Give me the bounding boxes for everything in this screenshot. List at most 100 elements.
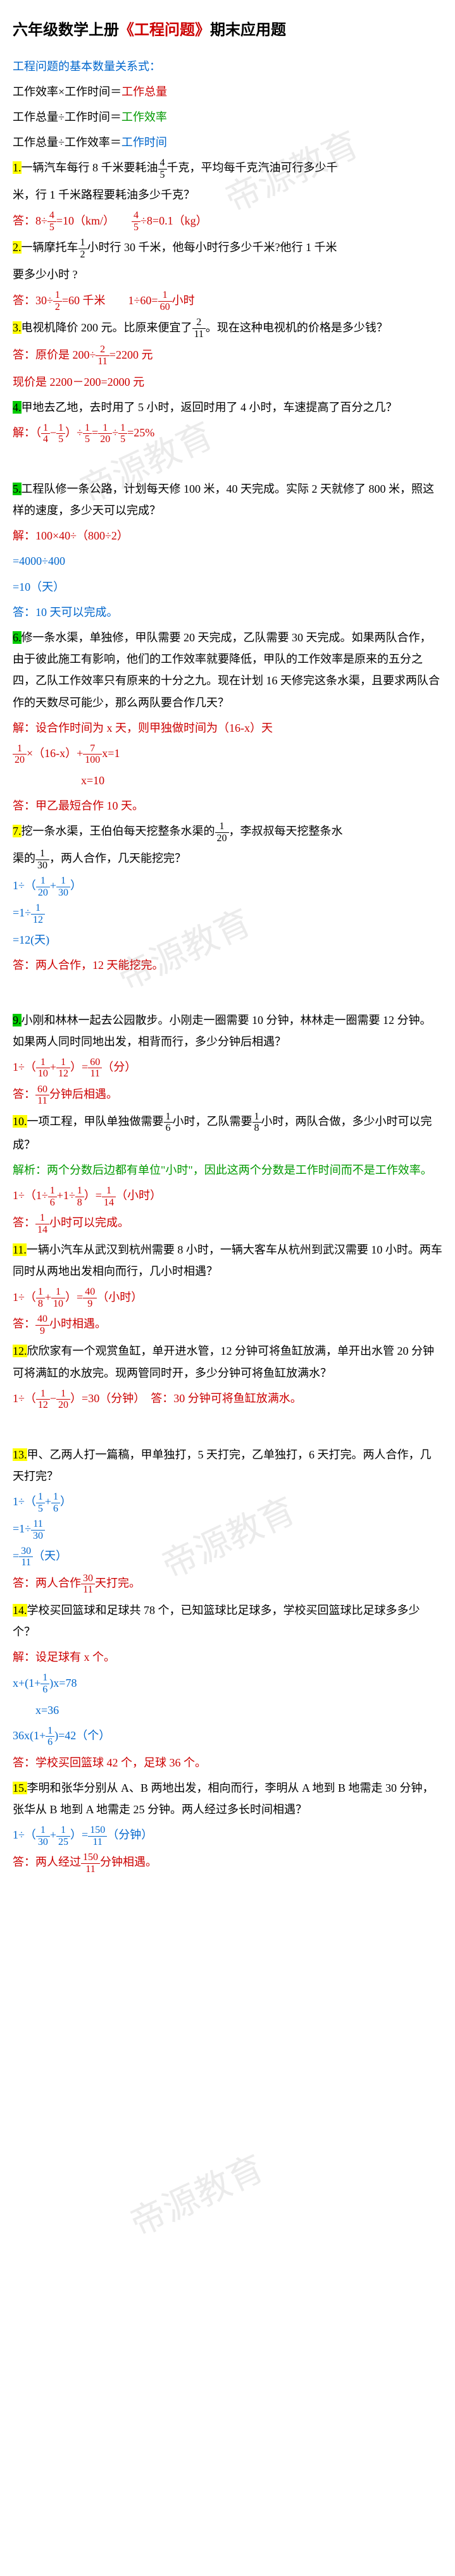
- q13-a3t: =1÷: [13, 1522, 31, 1535]
- q1-num: 1.: [13, 161, 22, 174]
- q11-an2: 小时相遇。: [49, 1317, 106, 1330]
- q3-a1: 原价是 200÷: [35, 348, 96, 361]
- q7-num: 7.: [13, 825, 22, 837]
- q10-b: 小时，乙队需要: [173, 1115, 252, 1128]
- q4-a: 甲地去乙地，去时用了 5 小时，返回时用了 4 小时，车速提高了百分之几？: [22, 401, 397, 414]
- q7-a4: =12(天): [13, 929, 442, 951]
- q13-a1: 1÷（15+16）: [13, 1491, 442, 1514]
- q11: 11.一辆小汽车从武汉到杭州需要 8 小时，一辆大客车从杭州到武汉需要 10 小…: [13, 1239, 442, 1282]
- intro-1: 工程问题的基本数量关系式：: [13, 56, 442, 77]
- title-post: 期末应用题: [210, 22, 286, 39]
- q9-ans: 1÷（110+112）=6011（分）: [13, 1056, 442, 1080]
- q10-ansb: 答：114小时可以完成。: [13, 1212, 442, 1235]
- q7-a: 挖一条水渠，王伯伯每天挖整条水渠的: [22, 825, 215, 837]
- q11-a1: 1÷（: [13, 1291, 36, 1303]
- q5: 5.工程队修一条公路，计划每天修 100 米，40 天完成。实际 2 天就修了 …: [13, 478, 442, 521]
- q5-num: 5.: [13, 483, 22, 495]
- q10-a1: 1÷（1÷: [13, 1189, 48, 1202]
- q13-num: 13.: [13, 1448, 27, 1461]
- intro-3b: 工作效率: [122, 111, 167, 123]
- q1c: 米，行 1 千米路程要耗油多少千克？: [13, 184, 442, 206]
- intro-3a: 工作总量÷工作时间＝: [13, 111, 122, 123]
- q2-b: 小时行 30 千米，他每小时行多少千米?他行 1 千米: [87, 241, 337, 254]
- q6: 6.修一条水渠，单独修，甲队需要 20 天完成，乙队需要 30 天完成。如果两队…: [13, 627, 442, 713]
- q2c: 要多少小时 ?: [13, 264, 442, 285]
- q14: 14.学校买回篮球和足球共 78 个，已知篮球比足球多，学校买回篮球比足球多多少…: [13, 1599, 442, 1642]
- q15-a1: 1÷（: [13, 1828, 36, 1841]
- q14-ans: 答：学校买回篮球 42 个，足球 36 个。: [13, 1752, 442, 1773]
- q3-ans1: 答：原价是 200÷211=2200 元: [13, 344, 442, 367]
- q6-a3t: x=10: [81, 774, 104, 787]
- q4: 4.甲地去乙地，去时用了 5 小时，返回时用了 4 小时，车速提高了百分之几？: [13, 397, 442, 418]
- q11-num: 11.: [13, 1243, 27, 1256]
- q7: 7.挖一条水渠，王伯伯每天挖整条水渠的120，李叔叔每天挖整条水: [13, 820, 442, 844]
- q9-an2: 分钟后相遇。: [49, 1088, 118, 1100]
- q14-a2: x+(1+16)x=78: [13, 1672, 442, 1696]
- q12-num: 12.: [13, 1345, 27, 1357]
- title-red: 《工程问题》: [119, 22, 210, 39]
- q2-ans: 答：30÷12=60 千米 1÷60=160小时: [13, 290, 442, 313]
- q14-a4: x=36: [13, 1699, 442, 1721]
- q10: 10.一项工程，甲队单独做需要16小时，乙队需要18小时，两队合做，多少小时可以…: [13, 1111, 442, 1156]
- q11-ans: 1÷（18+110）=409（小时）: [13, 1286, 442, 1310]
- q9: 9.小刚和林林一起去公园散步。小刚走一圈需要 10 分钟，林林走一圈需要 12 …: [13, 1009, 442, 1052]
- q14-num: 14.: [13, 1604, 27, 1617]
- q4-ap: 解：: [13, 426, 35, 439]
- title-pre: 六年级数学上册: [13, 22, 119, 39]
- q5-a: 工程队修一条公路，计划每天修 100 米，40 天完成。实际 2 天就修了 80…: [13, 483, 434, 517]
- q11-a2: ）=: [65, 1291, 83, 1303]
- q12: 12.欣欣家有一个观赏鱼缸，单开进水管，12 分钟可将鱼缸放满，单开出水管 20…: [13, 1340, 442, 1383]
- q11-a: 一辆小汽车从武汉到杭州需要 8 小时，一辆大客车从杭州到武汉需要 10 小时。两…: [13, 1243, 442, 1278]
- q7-a3t: =1÷: [13, 906, 31, 919]
- q6-a1: 解：设合作时间为 x 天，则甲独做时间为（16-x）天: [13, 717, 442, 739]
- q14-a3t: )x=78: [49, 1677, 77, 1689]
- intro-3: 工作总量÷工作时间＝工作效率: [13, 106, 442, 128]
- q6-a2: 120×（16-x）+7100x=1: [13, 743, 442, 766]
- q2-ap: 答：: [13, 294, 35, 307]
- q9-a: 小刚和林林一起去公园散步。小刚走一圈需要 10 分钟，林林走一圈需要 12 分钟…: [13, 1014, 432, 1048]
- q13-an: 答：两人合作: [13, 1577, 81, 1589]
- q6-a2b: x=1: [102, 747, 120, 760]
- q7-b: ，李叔叔每天挖整条水: [229, 825, 343, 837]
- q3: 3.电视机降价 200 元。比原来便宜了211。现在这种电视机的价格是多少钱？: [13, 317, 442, 340]
- intro-2b: 工作总量: [122, 85, 167, 98]
- q3-a2: =2200 元: [109, 348, 153, 361]
- q3-b: 。现在这种电视机的价格是多少钱？: [206, 321, 388, 334]
- q1-ap: 答：: [13, 214, 35, 227]
- intro-4a: 工作总量÷工作效率＝: [13, 136, 122, 149]
- q11-an: 答：: [13, 1317, 35, 1330]
- q15-ans: 1÷（130+125）=15011（分钟）: [13, 1824, 442, 1847]
- q1-a2: =10（km/）: [56, 214, 109, 227]
- q5-a3: =10（天）: [13, 576, 442, 598]
- q5-a4: 答：10 天可以完成。: [13, 601, 442, 623]
- q6-a: 修一条水渠，单独修，甲队需要 20 天完成，乙队需要 30 天完成。如果两队合作…: [13, 631, 440, 709]
- q9-num: 9.: [13, 1014, 22, 1026]
- intro-2a: 工作效率×工作时间＝: [13, 85, 122, 98]
- q7-a1: 1÷（120+130）: [13, 875, 442, 898]
- q10-a2: +1÷: [57, 1189, 75, 1202]
- q15-ansb: 答：两人经过15011分钟相遇。: [13, 1851, 442, 1875]
- watermark: 帝源教育: [119, 2136, 276, 2257]
- q13-a: 甲、乙两人打一篇稿，甲单独打，5 天打完，乙单独打，6 天打完。两人合作，几天打…: [13, 1448, 432, 1482]
- q10-num: 10.: [13, 1115, 27, 1128]
- q3-num: 3.: [13, 321, 22, 334]
- q1: 1.一辆汽车每行 8 千米要耗油45千克，平均每千克汽油可行多少千: [13, 157, 442, 180]
- page-title: 六年级数学上册《工程问题》期末应用题: [13, 16, 442, 46]
- q2-a: 一辆摩托车: [22, 241, 78, 254]
- q15-a: 李明和张华分别从 A、B 两地出发，相向而行，李明从 A 地到 B 地需走 30…: [13, 1782, 434, 1816]
- q4-num: 4.: [13, 401, 22, 414]
- q9-ansb: 答：6011分钟后相遇。: [13, 1083, 442, 1107]
- q2-num: 2.: [13, 241, 22, 254]
- q7-a2t: ）: [70, 879, 82, 892]
- q1-a1: 8÷: [35, 214, 47, 227]
- q14-a6t: )=42（个）: [54, 1729, 110, 1742]
- q12-ans: 1÷（112−120）=30（分钟） 答：30 分钟可将鱼缸放满水。: [13, 1388, 442, 1411]
- q9-apo: （分）: [102, 1061, 136, 1073]
- q10-a: 一项工程，甲队单独做需要: [27, 1115, 164, 1128]
- q6-num: 6.: [13, 631, 22, 644]
- q2-a2: =60 千米: [62, 294, 106, 307]
- q15-an2: 分钟相遇。: [100, 1856, 157, 1868]
- q14-a5t: 36x(1+: [13, 1729, 46, 1742]
- q2-a1: 30÷: [35, 294, 53, 307]
- q13-a2t: ）: [60, 1495, 72, 1508]
